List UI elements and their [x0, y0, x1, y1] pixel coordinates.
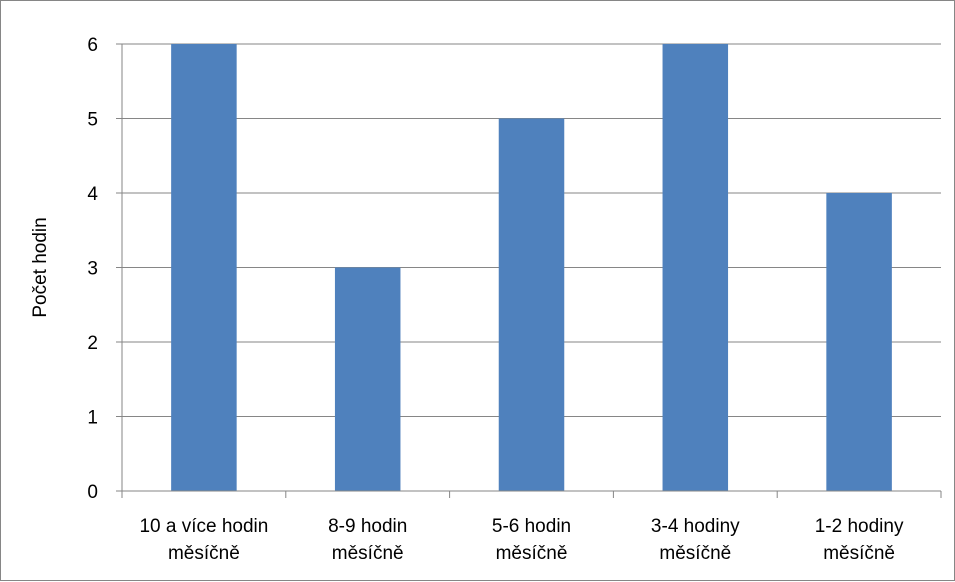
- x-tick-label-line: měsíčně: [332, 543, 404, 564]
- x-tick-label-line: 5-6 hodin: [492, 516, 571, 537]
- x-tick-label: 8-9 hodin měsíčně: [328, 516, 407, 564]
- x-tick-label-line: 10 a více hodin: [139, 516, 268, 537]
- x-tick-label-line: měsíčně: [496, 543, 568, 564]
- x-tick-label-line: měsíčně: [168, 543, 240, 564]
- x-tick-label-line: 3-4 hodiny: [651, 516, 740, 537]
- x-tick-label-line: 8-9 hodin: [328, 516, 407, 537]
- bar: [334, 267, 401, 491]
- x-tick-label: 10 a více hodin měsíčně: [139, 516, 268, 564]
- bars: [171, 44, 892, 491]
- x-tick-label: 1-2 hodiny měsíčně: [815, 516, 904, 564]
- x-tick-label-line: měsíčně: [659, 543, 731, 564]
- tick-labels: 0 1 2 3 4 5 6 10 a více hodin měsíčně 8-9 hodin mě…: [87, 35, 904, 564]
- y-tick-label: 5: [87, 110, 98, 131]
- x-tick-label-line: měsíčně: [823, 543, 895, 564]
- bar: [662, 44, 729, 491]
- y-axis-title: Počet hodin: [30, 217, 51, 317]
- y-tick-label: 3: [87, 259, 98, 280]
- x-tick-label: 3-4 hodiny měsíčně: [651, 516, 740, 564]
- y-tick-label: 2: [87, 333, 98, 354]
- bar: [171, 44, 237, 491]
- axes: [116, 43, 942, 498]
- y-tick-label: 1: [87, 408, 98, 429]
- y-tick-label: 6: [87, 35, 98, 56]
- x-tick-label-line: 1-2 hodiny: [815, 516, 904, 537]
- bar: [498, 118, 565, 491]
- x-tick-label: 5-6 hodin měsíčně: [492, 516, 571, 564]
- y-tick-label: 0: [87, 482, 98, 503]
- bar: [826, 193, 892, 491]
- y-tick-label: 4: [87, 184, 98, 205]
